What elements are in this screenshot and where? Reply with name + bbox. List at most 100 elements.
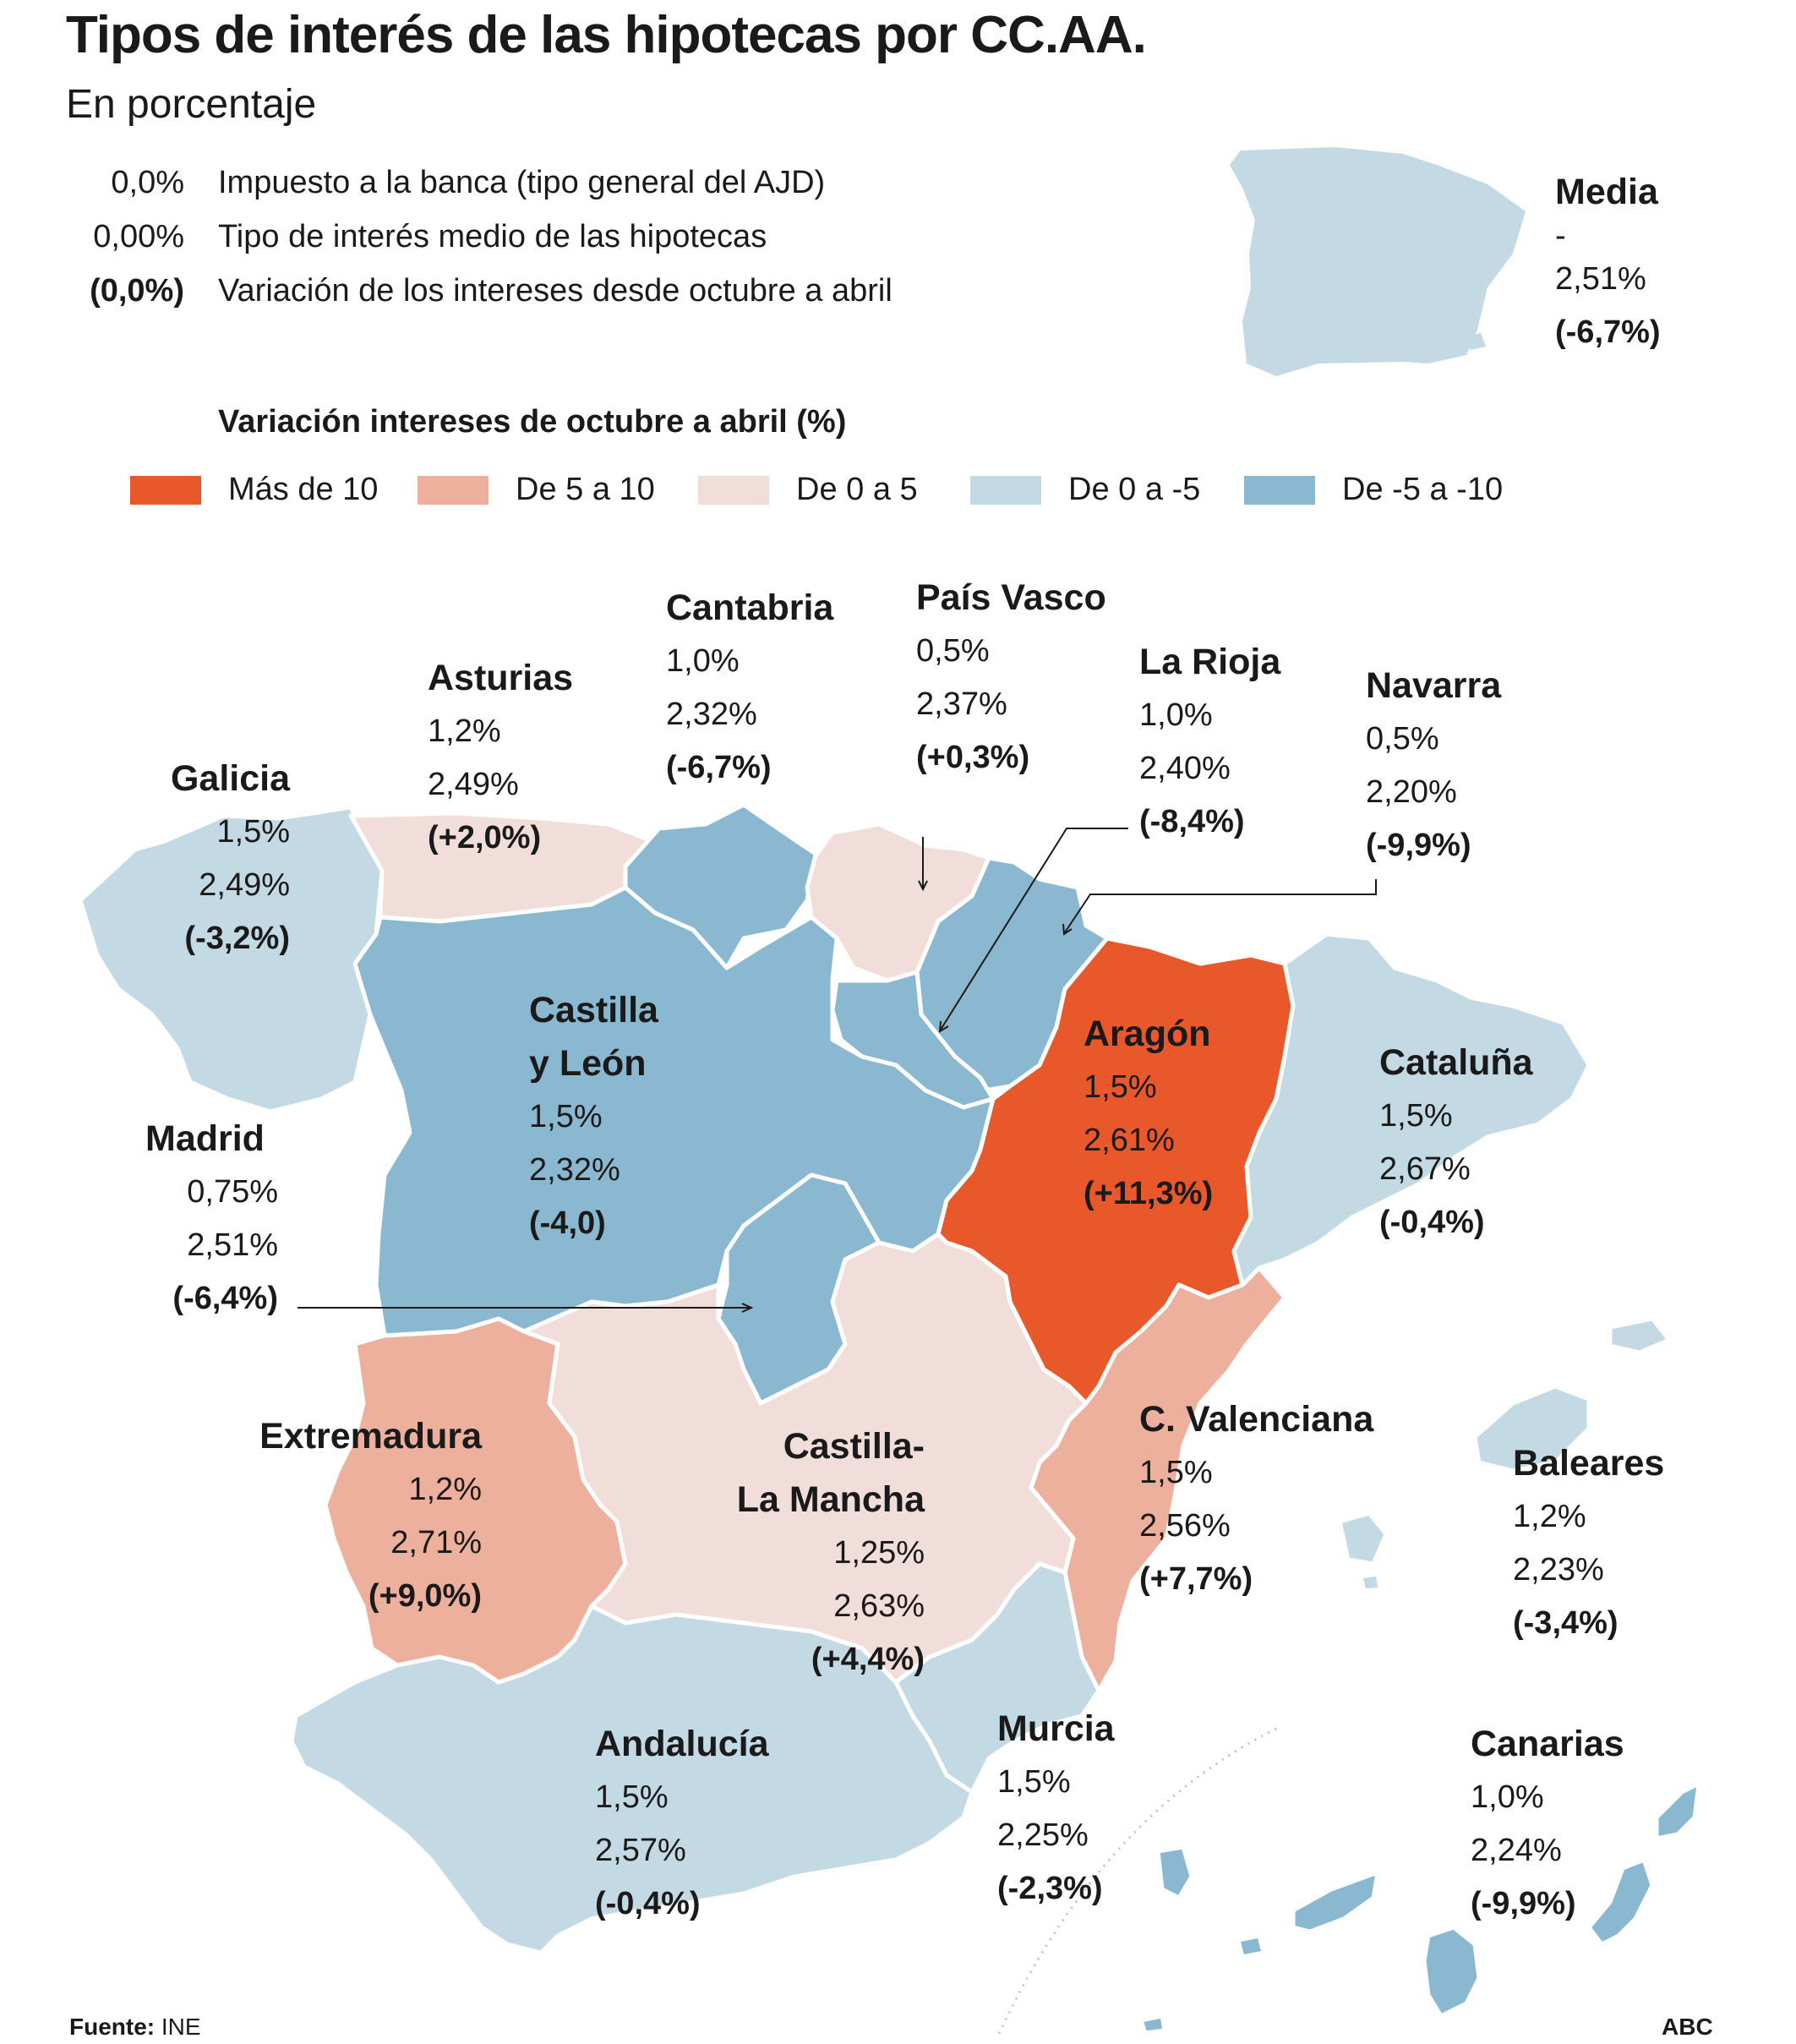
region-name: Canarias (1471, 1724, 1624, 1764)
key-row-rate: 0,00% Tipo de interés medio de las hipot… (51, 219, 767, 255)
region-rate: 2,51% (187, 1227, 278, 1263)
region-rate: 2,24% (1471, 1833, 1562, 1868)
region-change: (-0,4%) (1379, 1205, 1485, 1240)
region-change: (-0,4%) (595, 1886, 701, 1921)
legend-item-0-5: De 0 a 5 (698, 472, 918, 508)
label-extremadura: Extremadura 1,2% 2,71% (+9,0%) (243, 1410, 482, 1623)
region-name: C. Valenciana (1139, 1399, 1374, 1440)
inset-canarias-map (1428, 333, 1486, 355)
media-tax: - (1555, 218, 1566, 254)
region-change: (-9,9%) (1471, 1886, 1576, 1921)
leader-line-la-rioja-arrow (938, 1020, 949, 1033)
region-change: (-3,2%) (184, 921, 290, 956)
label-madrid: Madrid 0,75% 2,51% (-6,4%) (145, 1112, 278, 1325)
region-rate: 2,49% (428, 767, 519, 802)
region-change: (-9,9%) (1366, 828, 1471, 863)
canarias-separator (996, 1727, 1277, 2038)
region-rate: 2,67% (1379, 1151, 1471, 1187)
region-rate: 2,32% (529, 1152, 620, 1188)
region-name: Asturias (428, 658, 574, 698)
source-value: INE (161, 2014, 201, 2040)
region-tax: 1,5% (1139, 1455, 1213, 1490)
region-change: (-2,3%) (997, 1871, 1103, 1906)
leader-line-navarra-arrow (1062, 923, 1073, 936)
region-name: Galicia (170, 758, 290, 799)
region-change: (+11,3%) (1084, 1176, 1214, 1211)
region-rate: 2,49% (199, 867, 290, 903)
region-rate: 2,23% (1513, 1552, 1604, 1588)
legend-label: Más de 10 (228, 472, 379, 507)
region-rate: 2,56% (1139, 1508, 1231, 1544)
region-change: (+4,4%) (811, 1642, 925, 1677)
region-name: Madrid (145, 1118, 265, 1159)
inset-baleares-map (1447, 264, 1479, 286)
region-tax: 1,5% (997, 1764, 1071, 1800)
legend-swatch (130, 475, 201, 505)
region-change: (-3,4%) (1513, 1605, 1619, 1641)
legend-label: De 0 a -5 (1068, 472, 1201, 507)
region-name: Cantabria (666, 588, 834, 628)
region-rate: 2,40% (1139, 751, 1231, 786)
region-tax: 1,2% (1513, 1499, 1586, 1534)
region-tax: 1,2% (428, 713, 501, 749)
region-name-line1: Castilla (529, 990, 658, 1030)
region-tax: 1,5% (595, 1779, 669, 1815)
leader-lines (298, 828, 1377, 1313)
legend-item-5-10: De 5 a 10 (418, 472, 655, 508)
label-canarias: Canarias 1,0% 2,24% (-9,9%) (1471, 1718, 1624, 1931)
region-tax: 1,0% (1139, 697, 1213, 733)
label-asturias: Asturias 1,2% 2,49% (+2,0%) (428, 652, 573, 865)
region-rate: 2,32% (666, 697, 757, 732)
label-castilla-mancha: Castilla- La Mancha 1,25% 2,63% (+4,4%) (718, 1420, 925, 1686)
region-change: (-8,4%) (1139, 804, 1245, 839)
region-change: (+2,0%) (428, 820, 542, 855)
key-value-tax: 0,0% (111, 165, 184, 200)
legend-swatch (1244, 475, 1315, 505)
region-andalucia (289, 1604, 974, 1955)
region-tax: 1,5% (529, 1099, 603, 1134)
leader-line-navarra (1064, 879, 1377, 933)
region-name: La Rioja (1139, 642, 1281, 682)
key-value-rate: 0,00% (93, 219, 184, 254)
leader-line-madrid-arrow (741, 1303, 754, 1313)
key-row-tax: 0,0% Impuesto a la banca (tipo general d… (51, 165, 825, 201)
region-change: (+0,3%) (916, 740, 1030, 775)
region-name: Navarra (1366, 665, 1502, 706)
region-galicia (78, 805, 385, 1114)
region-change: (+7,7%) (1139, 1561, 1253, 1597)
region-name: Aragón (1084, 1014, 1211, 1054)
key-row-change: (0,0%) Variación de los intereses desde … (51, 273, 893, 309)
legend-swatch (698, 475, 769, 505)
label-la-rioja: La Rioja 1,0% 2,40% (-8,4%) (1139, 636, 1280, 849)
key-label-change: Variación de los intereses desde octubre… (218, 273, 893, 309)
page-subtitle: En porcentaje (66, 82, 317, 127)
legend-swatch (970, 475, 1041, 505)
legend-label: De 0 a 5 (796, 472, 918, 507)
region-tax: 1,2% (408, 1472, 482, 1507)
region-change: (-6,7%) (666, 750, 772, 785)
region-name-line2: y León (529, 1043, 647, 1084)
label-cantabria: Cantabria 1,0% 2,32% (-6,7%) (666, 582, 833, 795)
media-block: Media - 2,51% (-6,7%) (1555, 166, 1661, 359)
region-tax: 1,0% (666, 643, 740, 679)
region-name-line2: La Mancha (736, 1479, 925, 1520)
label-castilla-leon: Castilla y León 1,5% 2,32% (-4,0) (529, 984, 658, 1250)
label-aragon: Aragón 1,5% 2,61% (+11,3%) (1084, 1008, 1213, 1221)
region-change: (-6,4%) (172, 1281, 278, 1316)
inset-spain-map (1230, 147, 1526, 376)
region-tax: 1,5% (1084, 1069, 1157, 1105)
leader-line-pais-vasco-arrow (918, 880, 928, 892)
region-cataluna (1231, 932, 1591, 1287)
label-c-valenciana: C. Valenciana 1,5% 2,56% (+7,7%) (1139, 1393, 1373, 1606)
legend-label: De -5 a -10 (1342, 472, 1504, 507)
region-name: Extremadura (259, 1416, 482, 1456)
region-tax: 1,25% (833, 1535, 925, 1571)
region-rate: 2,61% (1084, 1123, 1175, 1158)
legend-item-0-minus5: De 0 a -5 (970, 472, 1200, 508)
region-tax: 1,5% (1379, 1098, 1453, 1134)
legend-swatch (418, 475, 489, 505)
label-navarra: Navarra 0,5% 2,20% (-9,9%) (1366, 659, 1501, 872)
legend-item-more-10: Más de 10 (130, 472, 378, 508)
source-note: Fuente: INE (69, 2014, 201, 2041)
